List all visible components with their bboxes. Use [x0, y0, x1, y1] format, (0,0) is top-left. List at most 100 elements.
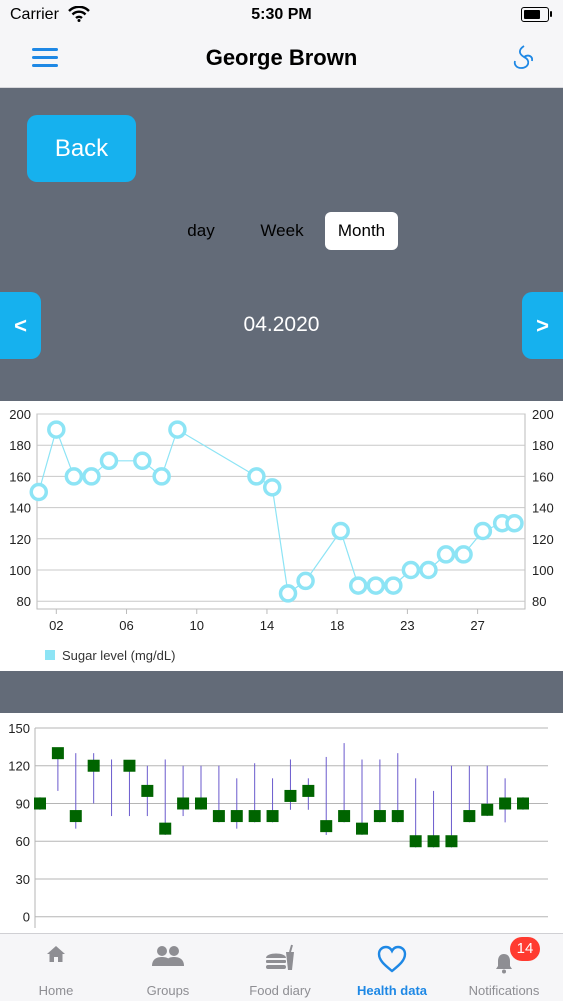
home-icon: [47, 946, 65, 962]
x-tick-label: 18: [330, 618, 344, 633]
data-point: [419, 560, 438, 580]
data-point: [391, 810, 404, 823]
data-point: [338, 810, 351, 823]
y-tick-label-right: 100: [532, 563, 554, 578]
data-point: [356, 822, 368, 835]
data-point: [82, 467, 101, 486]
period-week-tab[interactable]: Week: [260, 221, 304, 240]
y-tick-label-right: 160: [532, 469, 554, 484]
y-tick-label: 120: [8, 759, 30, 774]
food-diary-icon: [266, 944, 294, 970]
data-point: [34, 797, 46, 810]
tab-food-diary-label: Food diary: [249, 983, 311, 998]
data-point: [64, 467, 84, 486]
data-point: [427, 835, 440, 848]
data-point: [505, 513, 524, 533]
data-point: [278, 584, 298, 603]
tab-groups-label: Groups: [146, 983, 190, 998]
carrier-label: Carrier: [10, 6, 59, 23]
next-period-button[interactable]: >: [522, 292, 563, 359]
tab-notifications[interactable]: 14 Notifications: [448, 934, 560, 1001]
tab-groups[interactable]: Groups: [112, 934, 224, 1001]
data-point: [123, 759, 136, 772]
y-tick-label-left: 100: [9, 563, 31, 578]
data-point: [69, 810, 82, 823]
data-point: [248, 810, 261, 823]
data-point: [517, 797, 529, 810]
tab-health-data[interactable]: Health data: [336, 934, 448, 1001]
data-point: [366, 576, 386, 595]
period-day-tab[interactable]: day: [187, 221, 215, 240]
y-tick-label: 60: [16, 834, 30, 849]
data-point: [302, 784, 315, 797]
y-tick-label-left: 120: [9, 532, 31, 547]
data-point: [152, 467, 171, 486]
data-point: [212, 810, 225, 823]
x-tick-label: 10: [190, 618, 204, 633]
data-point: [401, 560, 421, 580]
data-point: [436, 545, 456, 564]
period-selector: day Week Month: [0, 212, 563, 250]
data-point: [99, 451, 119, 471]
data-point: [177, 797, 190, 810]
notification-badge: 14: [510, 937, 540, 961]
data-point: [409, 835, 422, 848]
x-tick-label: 23: [400, 618, 414, 633]
data-point: [481, 803, 494, 816]
y-tick-label-right: 120: [532, 532, 554, 547]
data-point: [247, 467, 266, 486]
wifi-icon: [68, 6, 90, 22]
status-bar: Carrier 5:30 PM: [0, 0, 563, 30]
previous-period-button[interactable]: <: [0, 292, 41, 359]
page-title: George Brown: [205, 45, 358, 70]
y-tick-label-right: 140: [532, 501, 554, 516]
data-point: [168, 420, 187, 439]
x-tick-label: 02: [49, 618, 63, 633]
legend-swatch: [45, 650, 55, 660]
y-tick-label-left: 160: [9, 469, 31, 484]
y-tick-label: 150: [8, 721, 30, 736]
x-tick-label: 14: [260, 618, 274, 633]
data-point: [473, 521, 493, 541]
data-point: [454, 545, 473, 564]
sugar-level-chart: 80 100 120 140 160 180 200 80 100 120 140 160 180 20…: [0, 401, 563, 671]
battery-icon: [521, 7, 552, 22]
x-tick-label: 06: [119, 618, 133, 633]
data-point: [266, 810, 279, 823]
nav-bar: George Brown: [0, 30, 563, 88]
y-tick-label-right: 180: [532, 438, 554, 453]
bell-icon: [496, 954, 512, 974]
app-logo-icon[interactable]: [509, 42, 539, 72]
tab-notifications-label: Notifications: [468, 983, 540, 998]
data-point: [384, 576, 403, 595]
data-point: [230, 810, 243, 823]
groups-icon: [152, 946, 184, 966]
tab-food-diary[interactable]: Food diary: [224, 934, 336, 1001]
section-divider: [0, 671, 563, 713]
data-point: [262, 478, 282, 497]
period-month-tab[interactable]: Month: [325, 212, 398, 250]
data-point: [331, 521, 350, 541]
data-point: [47, 420, 66, 439]
y-tick-label-left: 80: [17, 594, 31, 609]
y-tick-label: 30: [16, 872, 30, 887]
y-tick-label-left: 140: [9, 501, 31, 516]
data-point: [51, 747, 64, 760]
plot-area-frame: [36, 413, 526, 610]
current-period-label: 04.2020: [243, 313, 320, 336]
menu-icon[interactable]: [32, 48, 58, 68]
control-panel: Back day Week Month < 04.2020 >: [0, 88, 563, 401]
data-point: [29, 482, 49, 502]
data-point: [284, 789, 297, 802]
data-point: [87, 759, 100, 772]
data-point: [373, 810, 386, 823]
tab-home[interactable]: Home: [0, 934, 112, 1001]
tab-health-data-label: Health data: [356, 983, 428, 998]
data-point: [159, 822, 172, 835]
data-point: [296, 571, 315, 591]
clock: 5:30 PM: [251, 6, 312, 23]
data-point: [133, 451, 152, 471]
back-button[interactable]: Back: [27, 115, 136, 182]
